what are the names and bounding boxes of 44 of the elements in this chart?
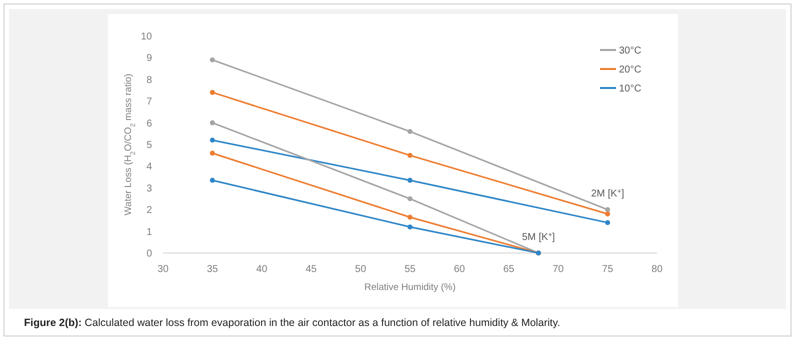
point bbox=[605, 211, 610, 216]
y-tick-label: 2 bbox=[146, 205, 152, 216]
x-tick-label: 40 bbox=[256, 264, 268, 275]
y-tick-label: 7 bbox=[146, 96, 152, 108]
point bbox=[210, 90, 215, 95]
point bbox=[408, 152, 412, 158]
x-tick-label: 30 bbox=[157, 264, 169, 275]
y-tick-label: 8 bbox=[146, 74, 152, 86]
y-tick-label: 9 bbox=[146, 53, 152, 64]
point bbox=[210, 57, 215, 62]
point bbox=[210, 120, 215, 126]
point bbox=[210, 178, 215, 183]
annotation: 2M [K$^{+}$] bbox=[591, 188, 624, 200]
y-tick-label: 6 bbox=[146, 118, 152, 130]
point bbox=[408, 128, 412, 134]
annotation: 5M [K$^{+}$] bbox=[522, 232, 556, 243]
x-tick-label: 45 bbox=[306, 264, 318, 275]
point bbox=[210, 138, 215, 143]
y-tick-label: 4 bbox=[146, 162, 152, 173]
point bbox=[605, 207, 610, 212]
x-tick-label: 65 bbox=[503, 264, 515, 275]
y-tick-label: 1 bbox=[146, 226, 152, 238]
x-axis-title: Relative Humidity (%) bbox=[364, 282, 456, 293]
y-tick-label: 0 bbox=[146, 248, 152, 260]
point bbox=[408, 214, 412, 220]
x-tick-label: 35 bbox=[206, 264, 218, 275]
point bbox=[605, 220, 610, 226]
x-tick-label: 50 bbox=[355, 264, 367, 275]
point bbox=[408, 196, 412, 202]
legend-label: 30°C bbox=[619, 46, 642, 56]
x-tick-label: 75 bbox=[602, 264, 614, 275]
x-tick-label: 80 bbox=[651, 264, 663, 275]
point bbox=[210, 150, 215, 156]
caption: Figure 2(b): Calculated water loss from evaporation in the air contactor as a function of relative humidity & Molarity. bbox=[24, 317, 560, 329]
point bbox=[408, 224, 412, 230]
x-tick-label: 55 bbox=[404, 264, 416, 275]
x-tick-label: 60 bbox=[454, 264, 466, 275]
point bbox=[408, 178, 412, 183]
legend-label: 10°C bbox=[619, 84, 642, 94]
y-tick-label: 3 bbox=[146, 183, 152, 194]
y-tick-label: 10 bbox=[140, 32, 152, 42]
legend-label: 20°C bbox=[619, 64, 642, 76]
x-tick-label: 70 bbox=[552, 264, 564, 275]
y-tick-label: 5 bbox=[146, 140, 152, 151]
